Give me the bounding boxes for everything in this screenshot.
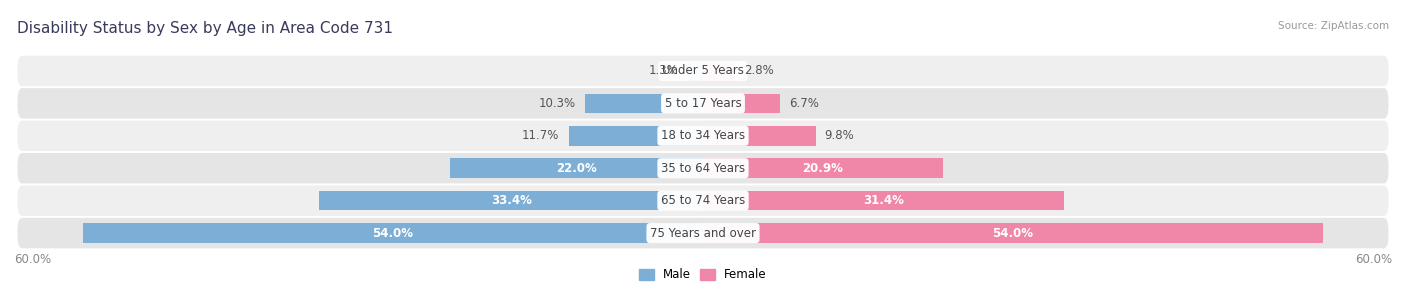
FancyBboxPatch shape <box>17 218 1389 248</box>
Text: 2.8%: 2.8% <box>744 64 775 78</box>
Text: 31.4%: 31.4% <box>863 194 904 207</box>
Bar <box>703 61 735 81</box>
Bar <box>703 126 815 146</box>
Text: 5 to 17 Years: 5 to 17 Years <box>665 97 741 110</box>
FancyBboxPatch shape <box>17 88 1389 119</box>
Text: 54.0%: 54.0% <box>993 226 1033 240</box>
Text: 54.0%: 54.0% <box>373 226 413 240</box>
Bar <box>83 223 703 243</box>
Text: 65 to 74 Years: 65 to 74 Years <box>661 194 745 207</box>
Bar <box>703 94 780 113</box>
Text: 22.0%: 22.0% <box>557 162 598 175</box>
Text: Under 5 Years: Under 5 Years <box>662 64 744 78</box>
Text: 20.9%: 20.9% <box>803 162 844 175</box>
Bar <box>319 191 703 210</box>
FancyBboxPatch shape <box>17 153 1389 183</box>
Text: Source: ZipAtlas.com: Source: ZipAtlas.com <box>1278 21 1389 31</box>
Bar <box>703 223 1323 243</box>
Text: 9.8%: 9.8% <box>825 129 855 142</box>
Text: 1.3%: 1.3% <box>650 64 679 78</box>
Bar <box>585 94 703 113</box>
Text: 18 to 34 Years: 18 to 34 Years <box>661 129 745 142</box>
Text: 11.7%: 11.7% <box>522 129 560 142</box>
FancyBboxPatch shape <box>17 121 1389 151</box>
Bar <box>568 126 703 146</box>
Bar <box>450 158 703 178</box>
Text: Disability Status by Sex by Age in Area Code 731: Disability Status by Sex by Age in Area … <box>17 21 392 36</box>
Text: 33.4%: 33.4% <box>491 194 531 207</box>
Legend: Male, Female: Male, Female <box>634 264 772 286</box>
Text: 75 Years and over: 75 Years and over <box>650 226 756 240</box>
Text: 10.3%: 10.3% <box>538 97 575 110</box>
Text: 60.0%: 60.0% <box>14 253 51 265</box>
FancyBboxPatch shape <box>17 185 1389 216</box>
Text: 35 to 64 Years: 35 to 64 Years <box>661 162 745 175</box>
Bar <box>703 158 943 178</box>
Bar <box>703 191 1063 210</box>
Text: 60.0%: 60.0% <box>1355 253 1392 265</box>
Text: 6.7%: 6.7% <box>789 97 818 110</box>
Bar <box>688 61 703 81</box>
FancyBboxPatch shape <box>17 56 1389 86</box>
